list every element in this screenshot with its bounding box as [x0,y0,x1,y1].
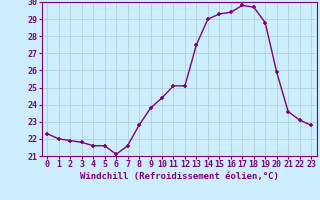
X-axis label: Windchill (Refroidissement éolien,°C): Windchill (Refroidissement éolien,°C) [80,172,279,181]
